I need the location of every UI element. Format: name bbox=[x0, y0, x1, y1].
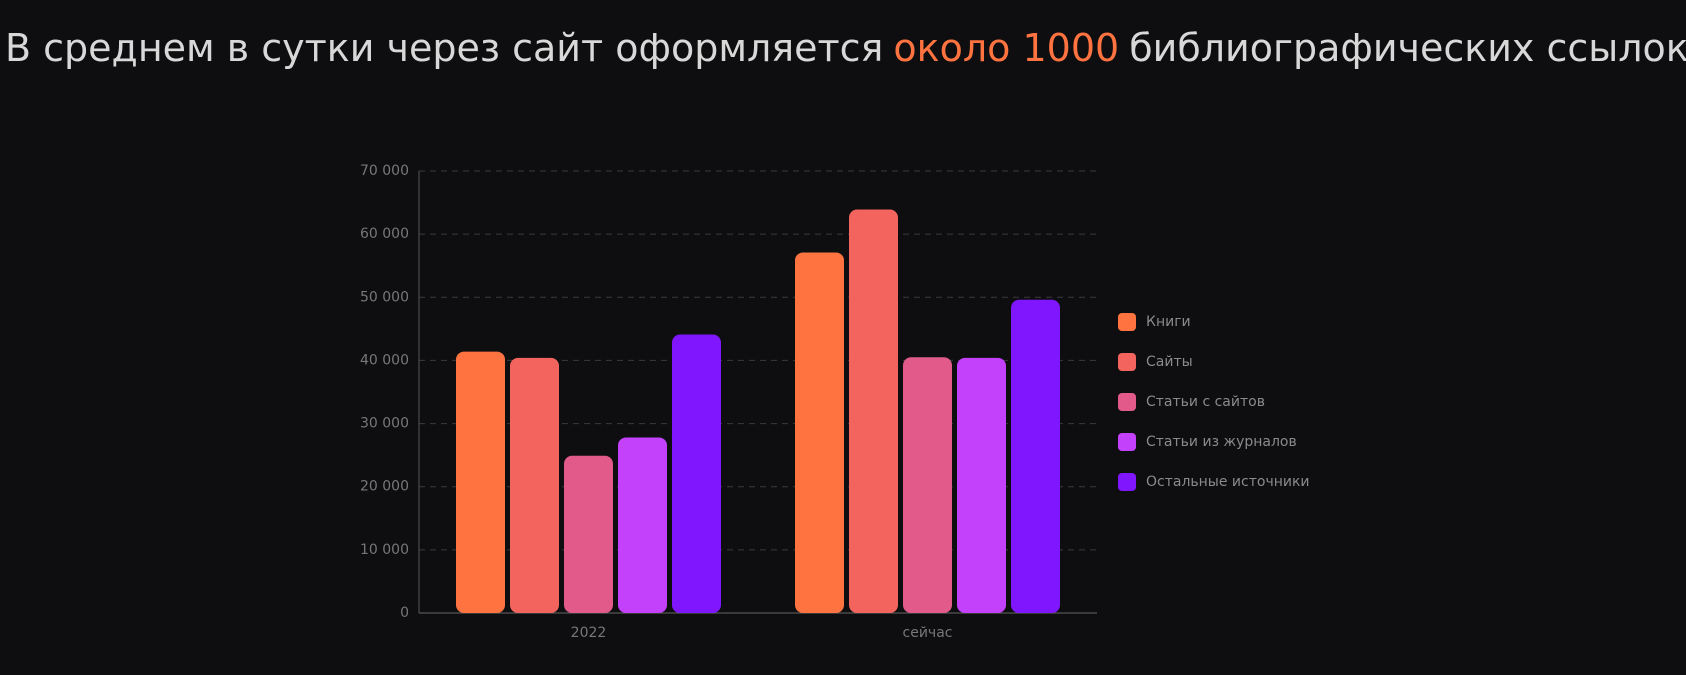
y-tick-label: 50 000 bbox=[360, 289, 409, 305]
bar bbox=[456, 351, 505, 613]
bar bbox=[849, 209, 898, 613]
y-tick-label: 0 bbox=[400, 605, 409, 621]
title-highlight: около 1000 bbox=[893, 26, 1120, 70]
title-start: В среднем в сутки через сайт оформляется bbox=[5, 26, 884, 70]
legend-swatch bbox=[1118, 433, 1136, 451]
y-tick-label: 40 000 bbox=[360, 352, 409, 368]
title: В среднем в сутки через сайт оформляется… bbox=[0, 26, 1686, 70]
legend-swatch bbox=[1118, 353, 1136, 371]
legend-swatch bbox=[1118, 313, 1136, 331]
bar bbox=[564, 455, 613, 613]
legend-swatch bbox=[1118, 393, 1136, 411]
y-tick-label: 20 000 bbox=[360, 479, 409, 495]
bar bbox=[618, 437, 667, 613]
y-tick-label: 10 000 bbox=[360, 542, 409, 558]
bar bbox=[957, 357, 1006, 613]
title-end: библиографических ссылок bbox=[1129, 26, 1686, 70]
x-tick-label: 2022 bbox=[571, 625, 607, 641]
bar bbox=[510, 357, 559, 613]
bar bbox=[903, 357, 952, 613]
legend-label: Статьи с сайтов bbox=[1146, 394, 1265, 410]
bar bbox=[672, 334, 721, 613]
y-tick-label: 60 000 bbox=[360, 226, 409, 242]
y-tick-label: 30 000 bbox=[360, 416, 409, 432]
x-tick-label: сейчас bbox=[903, 625, 953, 641]
y-tick-label: 70 000 bbox=[360, 163, 409, 179]
bar bbox=[1011, 299, 1060, 613]
legend-label: Книги bbox=[1146, 314, 1191, 330]
legend-label: Остальные источники bbox=[1146, 474, 1310, 490]
legend-label: Сайты bbox=[1146, 354, 1193, 370]
legend-label: Статьи из журналов bbox=[1146, 434, 1297, 450]
bar bbox=[795, 252, 844, 613]
legend-swatch bbox=[1118, 473, 1136, 491]
